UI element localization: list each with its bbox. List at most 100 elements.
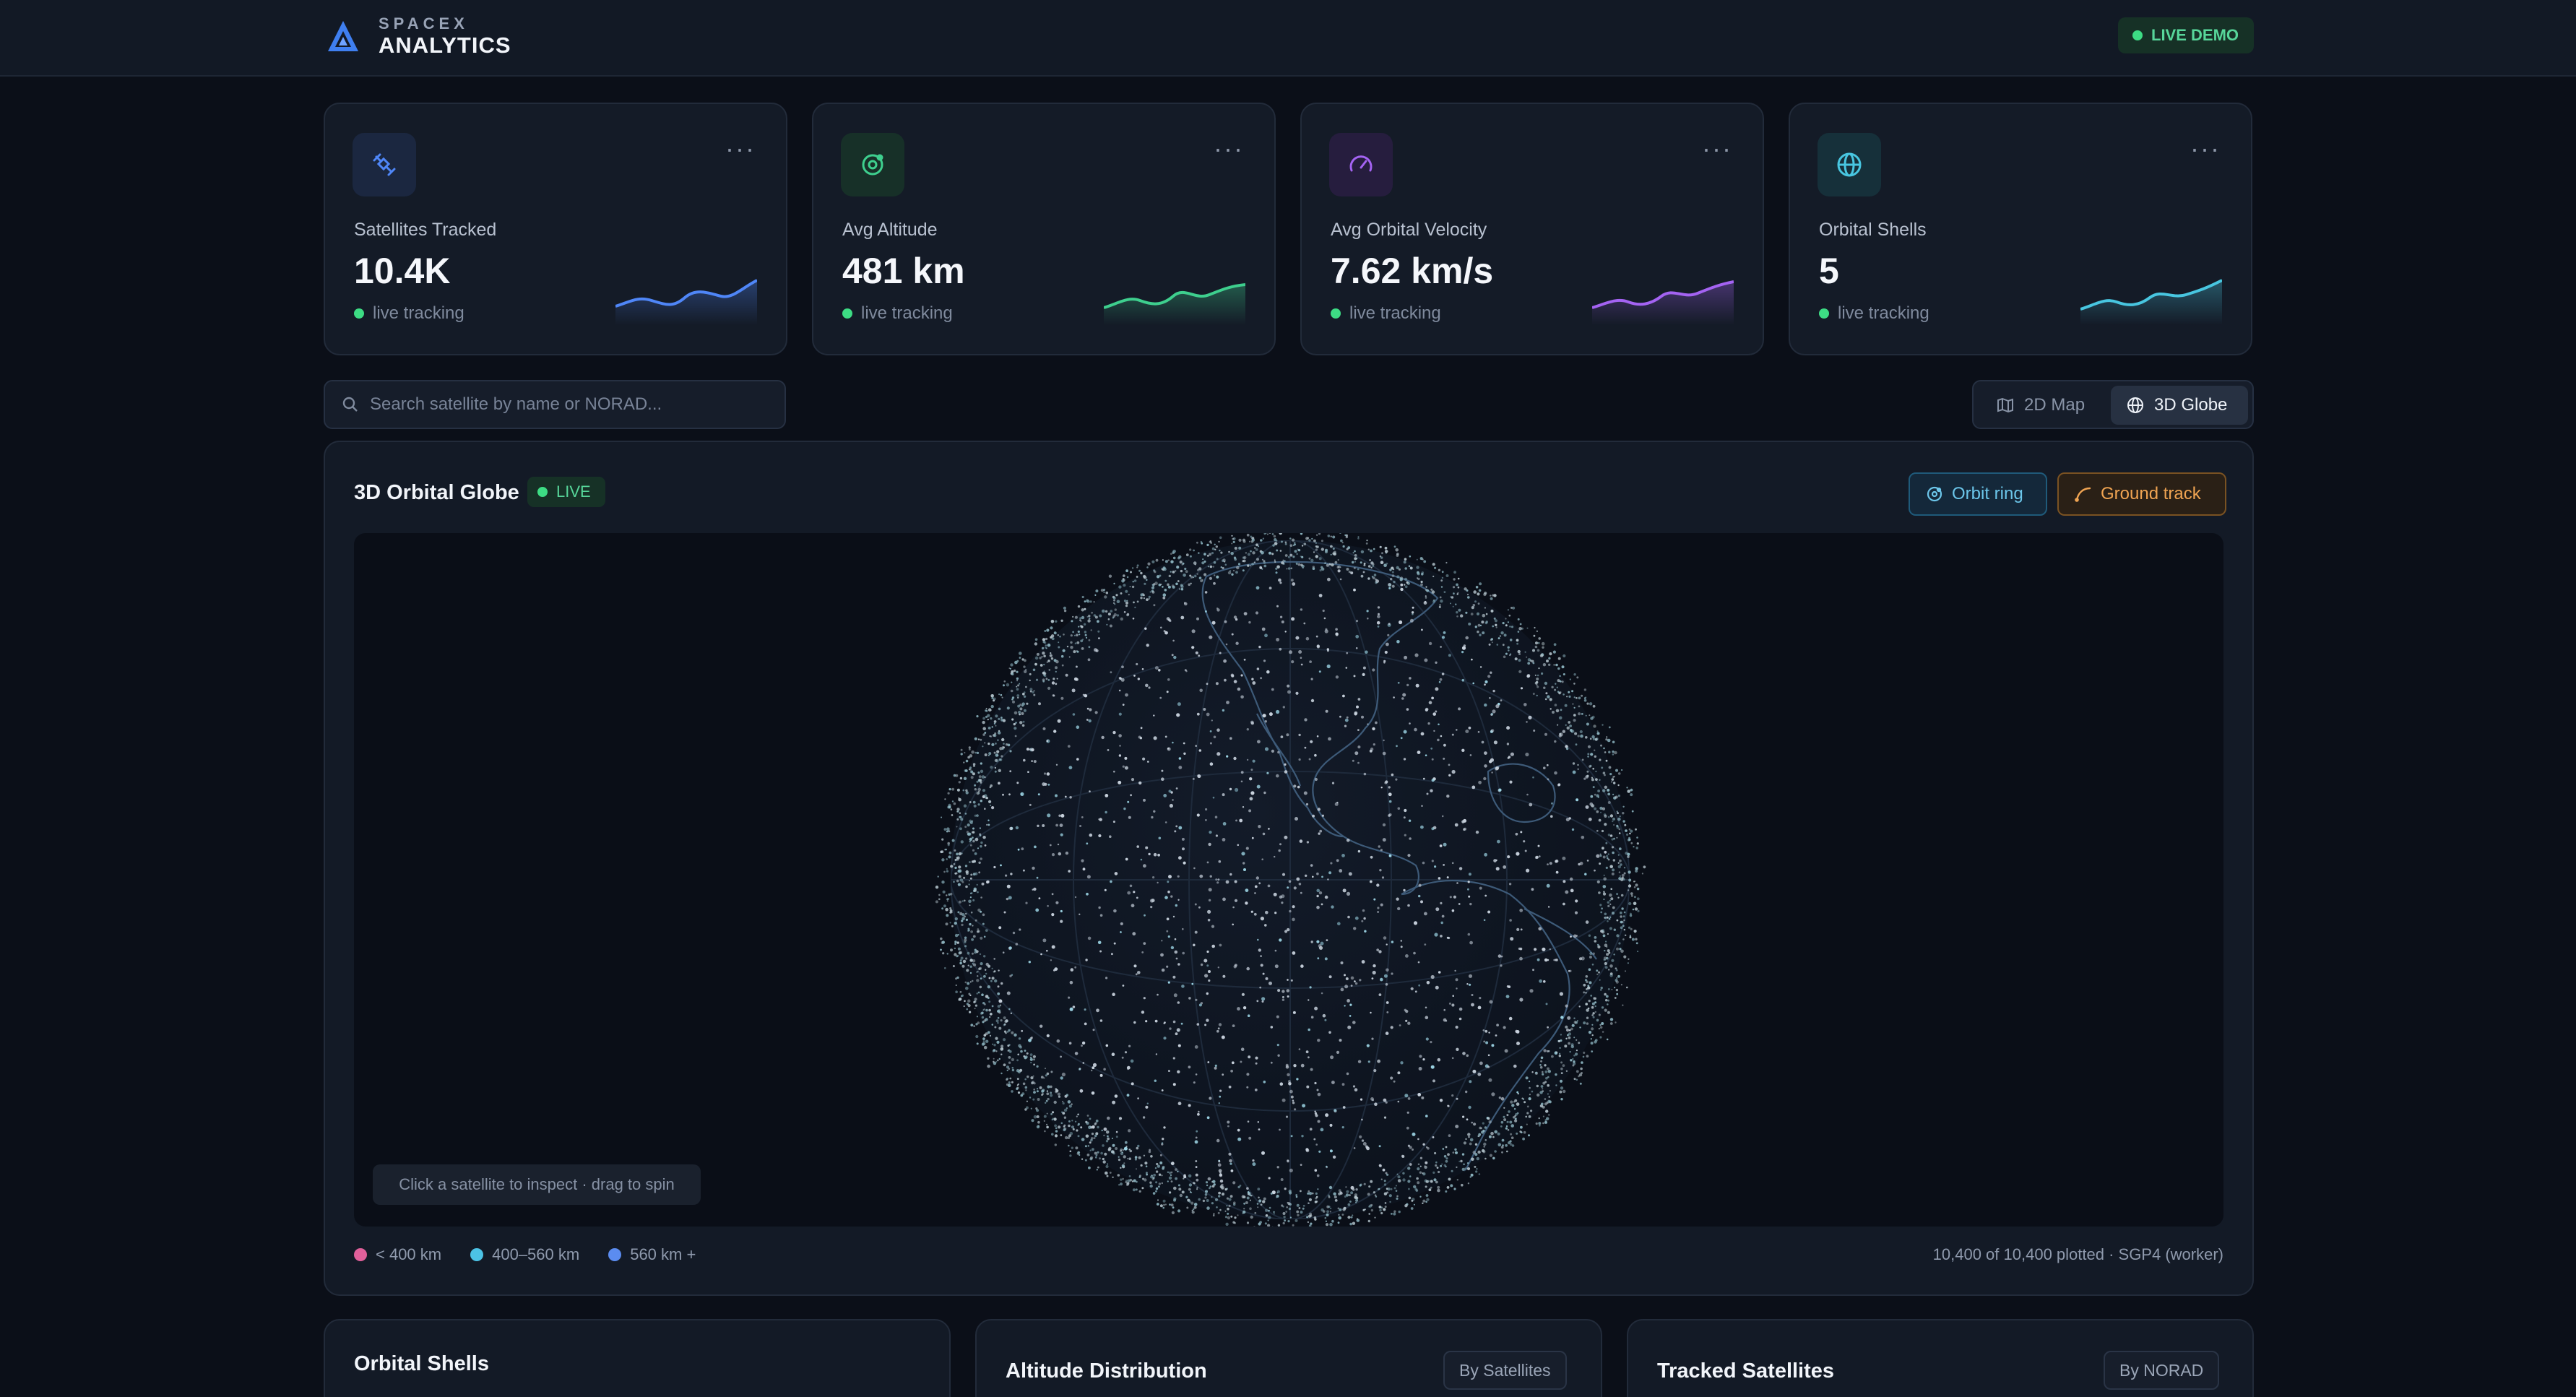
ring-point [1170, 1180, 1173, 1182]
satellite-point [1177, 1102, 1182, 1106]
ring-point [1042, 1089, 1045, 1092]
ring-point [1120, 617, 1124, 621]
satellite-point [1246, 966, 1250, 971]
ring-point [1263, 1197, 1266, 1201]
ring-point [1563, 673, 1565, 675]
ring-point [1158, 1182, 1162, 1185]
ring-point [985, 715, 988, 718]
view-3d-globe-button[interactable]: 3D Globe [2111, 386, 2248, 425]
satellite-point [1495, 859, 1497, 862]
ring-point [1088, 1166, 1091, 1169]
ring-point [1017, 684, 1020, 687]
ground-track-button[interactable]: Ground track [2057, 472, 2226, 516]
ring-point [1503, 1115, 1505, 1118]
ring-point [1022, 693, 1025, 696]
kpi-card-shells: ··· Orbital Shells 5 live tracking [1789, 103, 2252, 355]
ring-point [1417, 577, 1419, 579]
satellite-point [1164, 1021, 1166, 1024]
ring-point [1036, 652, 1040, 656]
search-box[interactable] [324, 380, 786, 429]
ring-point [1577, 768, 1579, 771]
ring-point [970, 770, 974, 774]
satellite-point [1183, 861, 1186, 865]
ring-point [996, 1059, 999, 1062]
sparkline [1104, 283, 1245, 325]
ring-point [1234, 546, 1237, 550]
by-satellites-button[interactable]: By Satellites [1443, 1351, 1567, 1390]
ring-point [1156, 1203, 1159, 1206]
satellite-point [1061, 1072, 1066, 1077]
ring-point [1017, 1091, 1021, 1094]
ring-point [1178, 1188, 1182, 1191]
ring-point [1198, 552, 1200, 554]
satellite-point [1057, 843, 1060, 846]
satellite-point [1051, 945, 1055, 949]
ring-point [1076, 641, 1080, 644]
satellite-point [1155, 1053, 1158, 1055]
search-input[interactable] [370, 394, 774, 415]
ring-point [1630, 927, 1633, 930]
by-norad-button[interactable]: By NORAD [2104, 1351, 2220, 1390]
kpi-label: Avg Orbital Velocity [1331, 220, 1487, 240]
satellite-point [1357, 745, 1361, 749]
ring-point [1071, 1120, 1073, 1122]
satellite-point [1164, 735, 1167, 738]
ring-point [1167, 583, 1170, 587]
ring-point [1350, 1191, 1354, 1195]
ring-point [1425, 1185, 1427, 1188]
satellite-point [1390, 1076, 1393, 1080]
ring-point [1222, 559, 1224, 562]
brand[interactable]: SPACEX ANALYTICS [325, 14, 511, 58]
satellite-point [1418, 883, 1422, 887]
ring-point [954, 953, 957, 956]
more-options-icon[interactable]: ··· [1214, 134, 1244, 163]
ring-point [1436, 1167, 1439, 1169]
satellite-point [1500, 699, 1503, 701]
orbital-globe[interactable] [354, 533, 2223, 1227]
ring-point [1161, 1175, 1163, 1177]
satellite-point [1218, 1160, 1221, 1163]
satellite-point [1409, 677, 1412, 680]
globe-viewport[interactable]: Click a satellite to inspect · drag to s… [354, 533, 2223, 1227]
ring-point [1623, 867, 1626, 869]
satellite-point [1118, 754, 1122, 757]
satellite-point [1362, 571, 1365, 574]
satellite-point [1310, 678, 1313, 680]
ring-point [1404, 585, 1408, 589]
satellite-point [1017, 848, 1020, 851]
satellite-point [1475, 830, 1479, 834]
ring-point [1603, 956, 1607, 960]
satellite-point [1397, 1071, 1401, 1075]
ring-point [1365, 542, 1368, 545]
ring-point [970, 930, 973, 933]
ring-point [1062, 649, 1066, 652]
satellite-point [1270, 1026, 1274, 1029]
orbit-ring-button[interactable]: Orbit ring [1909, 472, 2047, 516]
satellite-point [1133, 1021, 1136, 1024]
ring-point [1608, 766, 1612, 769]
ring-point [1601, 829, 1604, 833]
more-options-icon[interactable]: ··· [1702, 134, 1732, 163]
ring-point [1408, 565, 1411, 567]
ring-point [1113, 599, 1115, 602]
satellite-point [1360, 1098, 1363, 1101]
ring-point [1209, 1185, 1212, 1188]
satellite-point [1276, 638, 1280, 641]
ring-point [1006, 1030, 1009, 1033]
ring-point [1393, 545, 1396, 548]
ring-point [1467, 1182, 1470, 1185]
satellite-point [1315, 1114, 1318, 1117]
view-2d-map-button[interactable]: 2D Map [1981, 386, 2104, 425]
ring-point [1367, 1219, 1371, 1223]
ring-point [947, 842, 950, 845]
ring-point [1029, 1053, 1033, 1056]
satellite-point [1127, 800, 1130, 803]
ring-point [1439, 604, 1441, 606]
satellite-point [1206, 861, 1209, 864]
ring-point [1569, 678, 1571, 680]
more-options-icon[interactable]: ··· [2190, 134, 2221, 163]
more-options-icon[interactable]: ··· [725, 134, 756, 163]
ring-point [1159, 1204, 1163, 1208]
satellite-point [1383, 1098, 1387, 1102]
satellite-point [1500, 955, 1503, 958]
